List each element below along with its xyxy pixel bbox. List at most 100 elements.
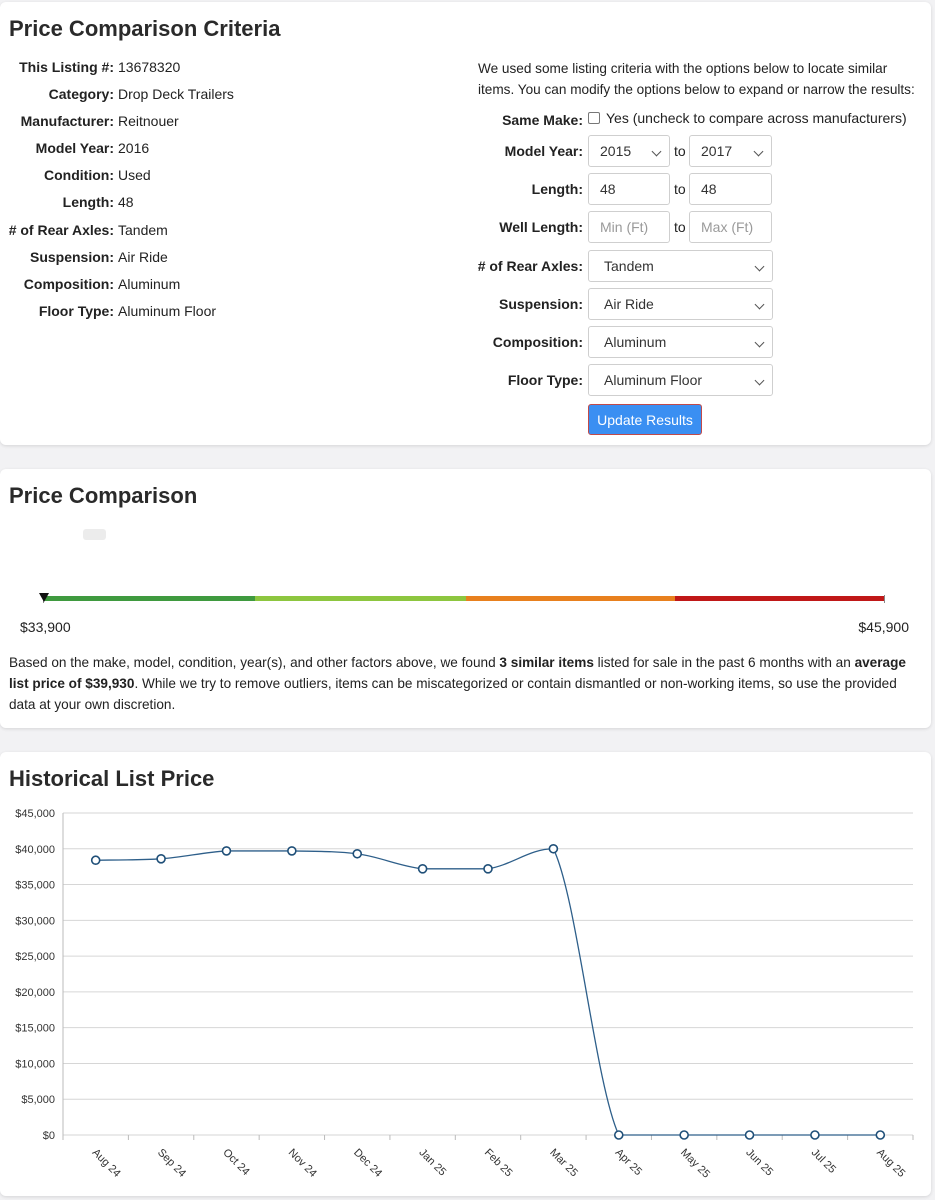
x-tick-label: Dec 24: [351, 1147, 384, 1180]
rear-axles-label: # of Rear Axles:: [477, 258, 583, 274]
x-tick-label: Jan 25: [416, 1147, 448, 1179]
update-results-button[interactable]: Update Results: [588, 404, 702, 435]
composition-label: Composition:: [492, 334, 583, 350]
scale-end-tick: [884, 595, 885, 603]
x-tick-label: Apr 25: [613, 1147, 644, 1178]
data-point: [679, 1130, 689, 1140]
well-length-form-row: Well Length: Min (Ft) to Max (Ft): [383, 211, 923, 245]
summary-text: Based on the make, model, condition, yea…: [9, 655, 500, 670]
well-length-label: Well Length:: [499, 219, 583, 235]
min-price-label: $33,900: [20, 619, 71, 635]
historical-price-card: Historical List Price $0 $5,000 $10,000 $15…: [0, 752, 931, 1196]
data-point: [810, 1130, 820, 1140]
select-value: Aluminum Floor: [604, 372, 703, 388]
length-to-input[interactable]: 48: [689, 173, 772, 205]
info-value: Used: [118, 167, 151, 183]
price-summary-text: Based on the make, model, condition, yea…: [9, 652, 919, 715]
price-position-marker: [39, 593, 49, 602]
to-text: to: [674, 143, 686, 159]
y-tick-label: $30,000: [15, 915, 55, 927]
length-from-input[interactable]: 48: [588, 173, 670, 205]
comparison-title: Price Comparison: [9, 483, 198, 508]
data-point: [744, 1130, 755, 1140]
summary-text: . While we try to remove outliers, items…: [9, 676, 897, 712]
price-scale-segment-low: [44, 596, 255, 601]
data-point: [417, 864, 428, 874]
info-label: Suspension:: [29, 249, 114, 265]
info-label: Category:: [48, 86, 114, 102]
info-value: 2016: [118, 140, 150, 156]
historical-price-chart: $0 $5,000 $10,000 $15,000 $20,000 $25,000 $30,…: [15, 808, 914, 1181]
well-length-max-input[interactable]: Max (Ft): [689, 211, 772, 243]
model-year-label: Model Year:: [504, 143, 583, 159]
info-value: Drop Deck Trailers: [118, 86, 234, 102]
info-label: Model Year:: [35, 140, 114, 156]
y-tick-label: $0: [43, 1130, 55, 1142]
data-point: [613, 1130, 624, 1140]
data-point: [287, 846, 297, 856]
floor-type-select[interactable]: Aluminum Floor: [588, 364, 773, 396]
info-value: Air Ride: [118, 249, 168, 265]
well-length-min-input[interactable]: Min (Ft): [588, 211, 670, 243]
info-label: Length:: [62, 194, 114, 210]
x-tick-label: Feb 25: [482, 1147, 515, 1180]
rear-axles-select[interactable]: Tandem: [588, 250, 773, 282]
suspension-select[interactable]: Air Ride: [588, 288, 773, 320]
chevron-down-icon: [753, 146, 764, 157]
y-tick-label: $45,000: [15, 808, 55, 820]
data-point: [156, 853, 166, 864]
select-value: 2017: [701, 143, 733, 159]
info-label: # of Rear Axles:: [8, 222, 114, 238]
info-value: 13678320: [118, 59, 181, 75]
criteria-intro-text: We used some listing criteria with the o…: [478, 61, 915, 97]
criteria-title: Price Comparison Criteria: [9, 16, 281, 41]
select-value: Aluminum: [604, 334, 667, 350]
data-point: [875, 1130, 886, 1140]
x-tick-label: Jun 25: [743, 1147, 775, 1179]
y-tick-label: $25,000: [15, 951, 55, 963]
same-make-text: Yes (uncheck to compare across manufactu…: [606, 110, 907, 126]
info-value: Reitnouer: [118, 113, 179, 129]
price-scale-segment-mid-high: [466, 596, 675, 601]
to-text: to: [674, 181, 686, 197]
info-value: Aluminum Floor: [118, 303, 217, 319]
chevron-down-icon: [754, 375, 765, 386]
y-tick-label: $40,000: [15, 844, 55, 856]
data-point: [221, 846, 232, 856]
tooltip-placeholder: [83, 529, 106, 540]
info-label: Condition:: [44, 167, 114, 183]
chevron-down-icon: [754, 261, 765, 272]
x-tick-label: Aug 25: [874, 1147, 907, 1180]
x-tick-label: Aug 24: [90, 1147, 123, 1180]
x-tick-label: Nov 24: [286, 1147, 319, 1180]
composition-select[interactable]: Aluminum: [588, 326, 773, 358]
data-point: [352, 848, 363, 859]
info-label: Manufacturer:: [20, 113, 114, 129]
model-year-to-select[interactable]: 2017: [689, 135, 772, 167]
same-make-label: Same Make:: [502, 112, 583, 128]
price-scale-segment-mid-low: [255, 596, 466, 601]
info-value: 48: [118, 194, 134, 210]
floor-type-label: Floor Type:: [507, 372, 583, 388]
price-comparison-card: Price Comparison $33,900 $45,900 Based o…: [0, 469, 931, 728]
input-value: 48: [701, 181, 717, 197]
summary-text: listed for sale in the past 6 months wit…: [593, 655, 855, 670]
input-placeholder: Max (Ft): [701, 219, 754, 235]
chevron-down-icon: [651, 146, 662, 157]
data-point: [90, 855, 101, 866]
rear-axles-form-row: # of Rear Axles: Tandem: [383, 250, 923, 284]
price-comparison-criteria-card: Price Comparison Criteria This Listing #…: [0, 2, 931, 445]
model-year-from-select[interactable]: 2015: [588, 135, 670, 167]
model-year-form-row: Model Year: 2015 to 2017: [383, 135, 923, 169]
same-make-row: Same Make: Yes (uncheck to compare acros…: [383, 108, 923, 142]
select-value: Tandem: [604, 258, 654, 274]
to-text: to: [674, 219, 686, 235]
history-title: Historical List Price: [9, 766, 215, 791]
composition-form-row: Composition: Aluminum: [383, 326, 923, 360]
select-value: Air Ride: [604, 296, 654, 312]
same-make-checkbox[interactable]: [588, 112, 600, 124]
chevron-down-icon: [754, 337, 765, 348]
input-placeholder: Min (Ft): [600, 219, 649, 235]
length-form-row: Length: 48 to 48: [383, 173, 923, 207]
x-tick-label: Jul 25: [809, 1147, 838, 1176]
